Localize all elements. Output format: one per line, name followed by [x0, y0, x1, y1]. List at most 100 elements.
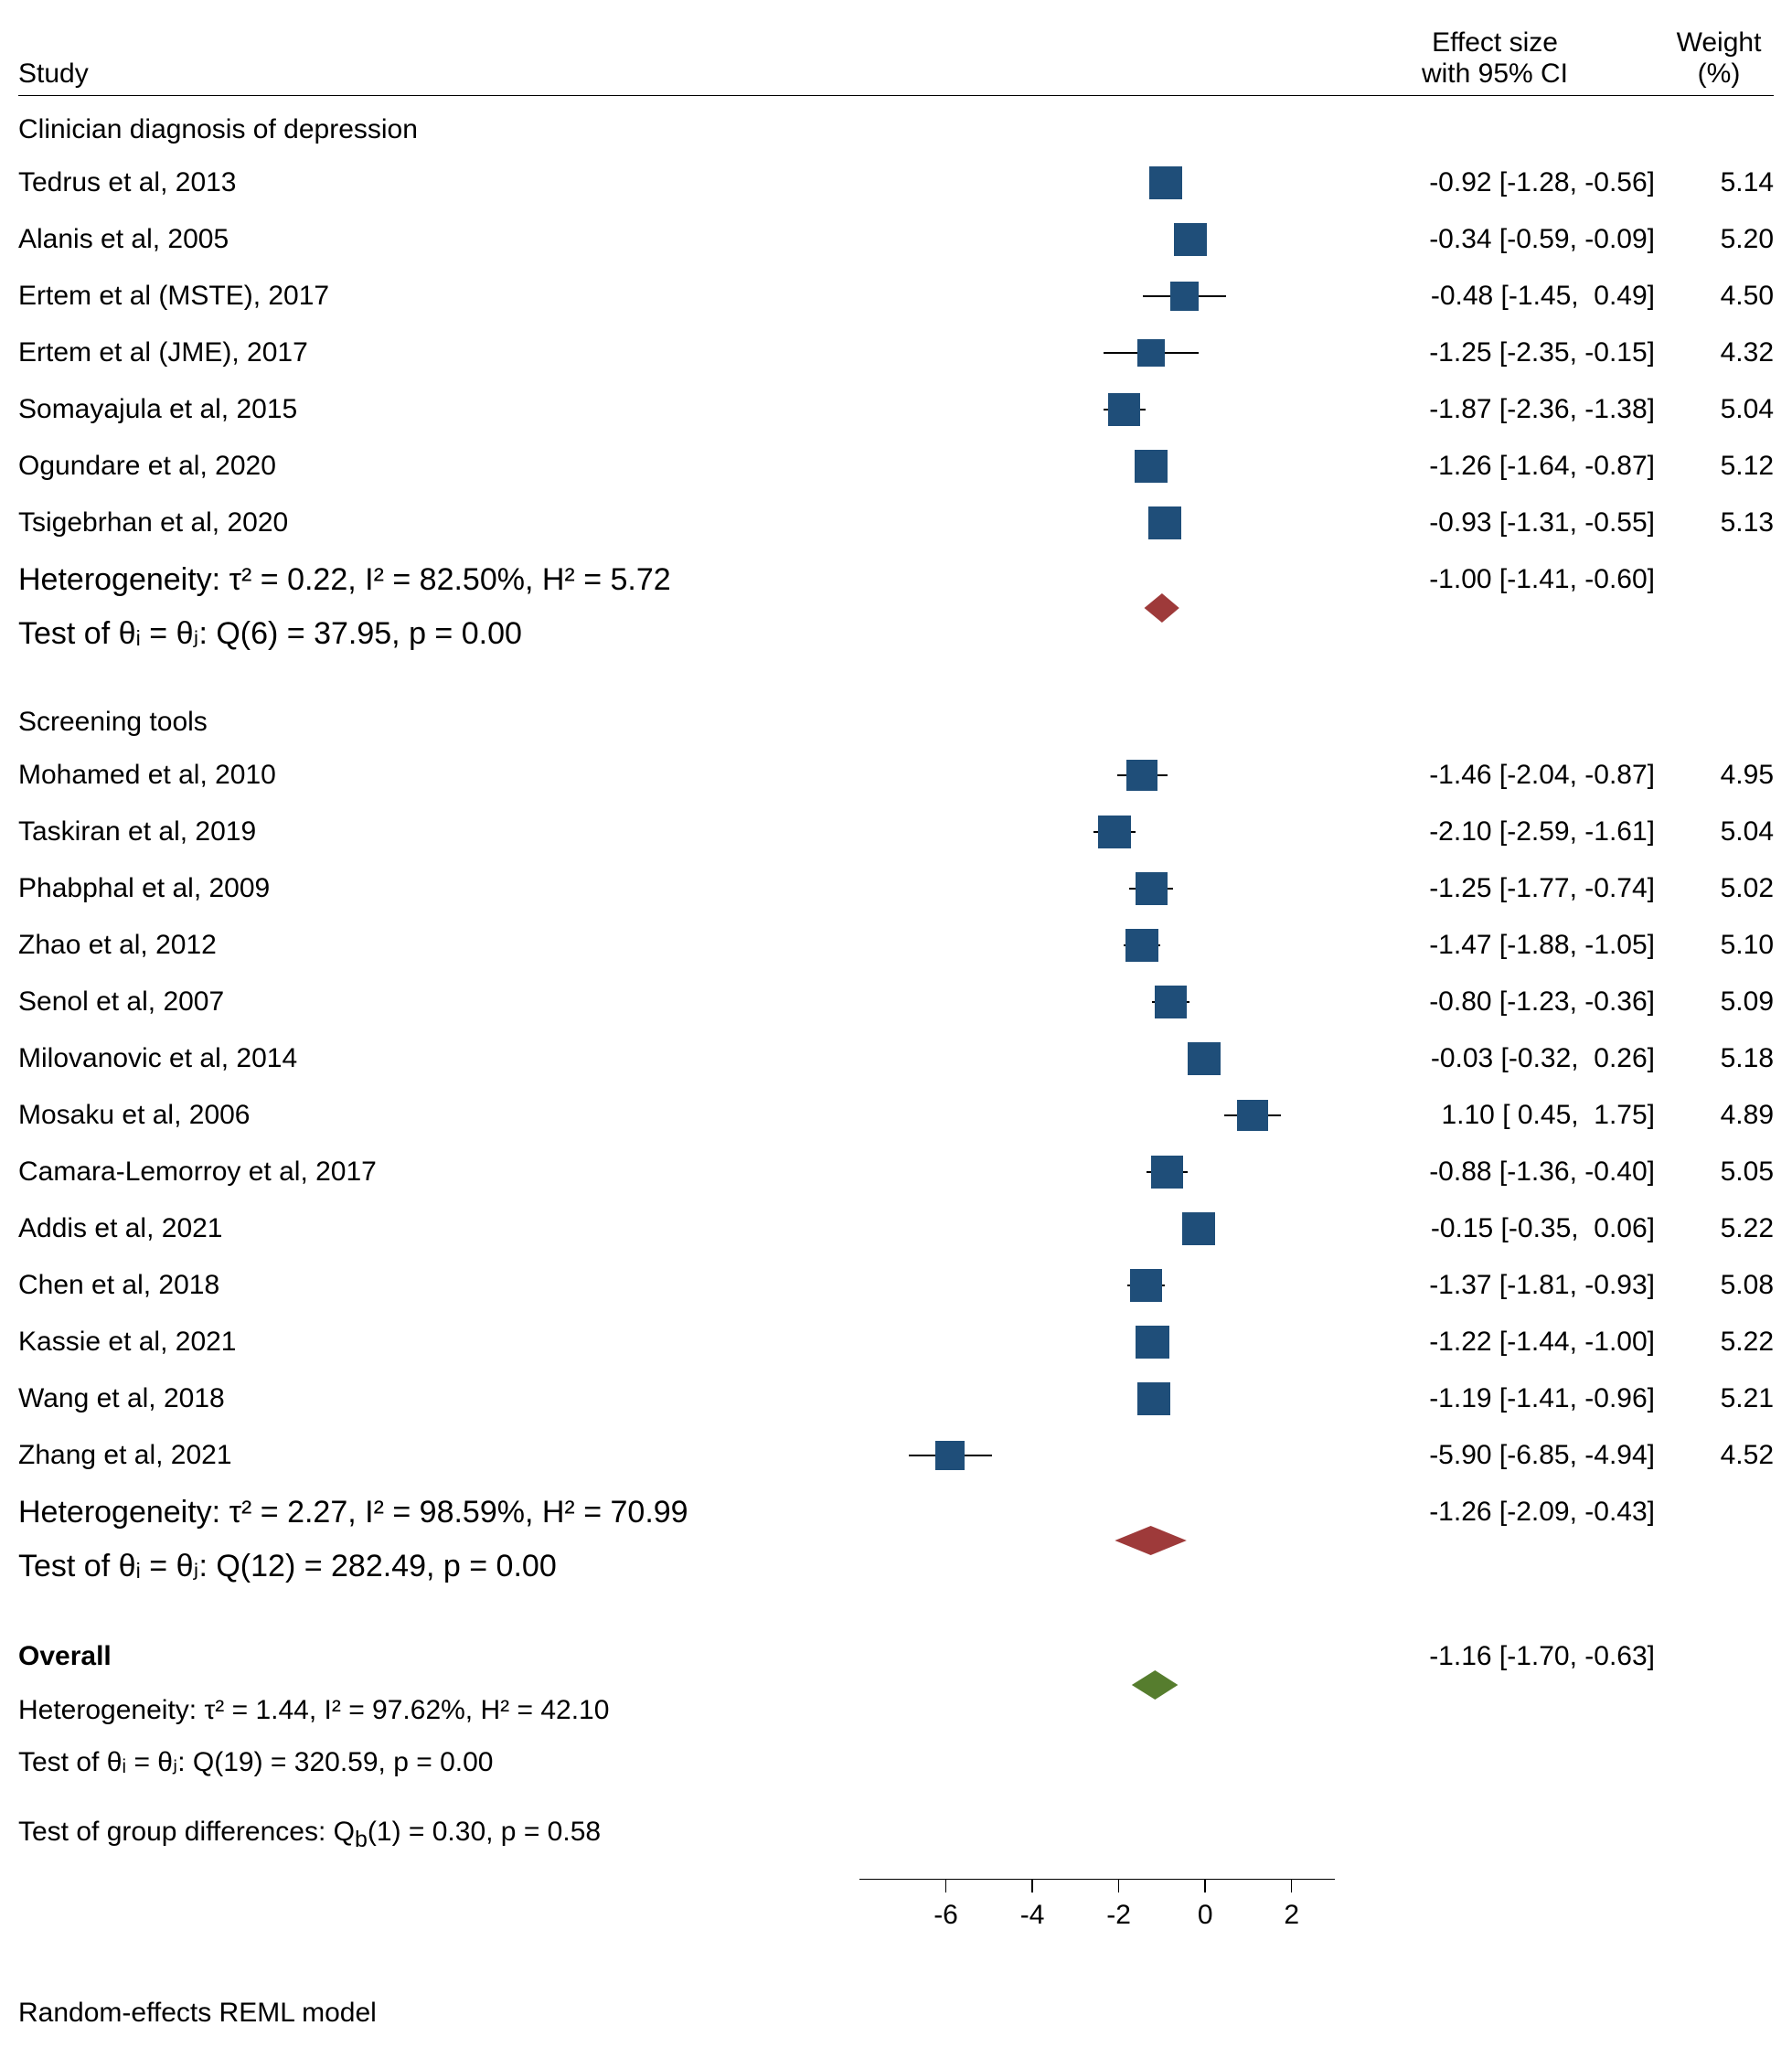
- effect-square: [1237, 1100, 1268, 1131]
- diamond: [1145, 593, 1179, 623]
- effect-text: -2.10 [-2.59, -1.61]: [1335, 816, 1664, 848]
- effect-square: [1130, 1269, 1163, 1302]
- overall-label: Overall: [18, 1641, 859, 1672]
- study-label: Ogundare et al, 2020: [18, 451, 859, 482]
- study-row: Ogundare et al, 2020 -1.26 [-1.64, -0.87]…: [18, 438, 1774, 495]
- tick-label: 2: [1284, 1900, 1299, 1931]
- header-effect: Effect size with 95% CI: [1335, 27, 1664, 90]
- group-title: Screening tools: [18, 703, 859, 740]
- study-label: Ertem et al (MSTE), 2017: [18, 281, 859, 312]
- forest-plot: Study Effect size with 95% CI Weight (%)…: [0, 0, 1792, 2047]
- diamond: [1132, 1670, 1179, 1700]
- study-label: Addis et al, 2021: [18, 1213, 859, 1244]
- group-diff-row: Test of group differences: Qb(1) = 0.30,…: [18, 1809, 1774, 1860]
- group-diff-text: Test of group differences: Qb(1) = 0.30,…: [18, 1817, 859, 1853]
- header-effect-l2: with 95% CI: [1335, 59, 1655, 90]
- heterogeneity-text: Heterogeneity: τ² = 2.27, I² = 98.59%, H…: [18, 1495, 859, 1530]
- test-text: Test of θᵢ = θⱼ: Q(12) = 282.49, p = 0.0…: [18, 1548, 859, 1584]
- weight-text: 4.89: [1664, 1100, 1774, 1131]
- weight-text: 5.20: [1664, 224, 1774, 255]
- header-row: Study Effect size with 95% CI Weight (%): [18, 27, 1774, 96]
- study-label: Tedrus et al, 2013: [18, 167, 859, 198]
- effect-text: -1.22 [-1.44, -1.00]: [1335, 1327, 1664, 1358]
- tick-line: [1031, 1880, 1033, 1892]
- effect-square: [1182, 1212, 1216, 1246]
- study-row: Wang et al, 2018-1.19 [-1.41, -0.96]5.21: [18, 1370, 1774, 1427]
- weight-text: 5.02: [1664, 873, 1774, 904]
- weight-text: 5.05: [1664, 1157, 1774, 1188]
- study-row: Kassie et al, 2021-1.22 [-1.44, -1.00]5.…: [18, 1314, 1774, 1370]
- tick-line: [1204, 1880, 1206, 1892]
- effect-text: 1.10 [ 0.45, 1.75]: [1335, 1100, 1664, 1131]
- effect-square: [1098, 816, 1130, 848]
- effect-square: [1137, 1382, 1170, 1415]
- effect-square: [1148, 506, 1181, 539]
- effect-text: -1.46 [-2.04, -0.87]: [1335, 760, 1664, 791]
- study-row: Taskiran et al, 2019 -2.10 [-2.59, -1.61]…: [18, 804, 1774, 860]
- study-label: Senol et al, 2007: [18, 986, 859, 1018]
- study-label: Camara-Lemorroy et al, 2017: [18, 1157, 859, 1188]
- tick-label: -2: [1106, 1900, 1131, 1931]
- subtotal-row: Heterogeneity: τ² = 0.22, I² = 82.50%, H…: [18, 551, 1774, 608]
- overall-stat-row: Test of θᵢ = θⱼ: Q(19) = 320.59, p = 0.0…: [18, 1736, 1774, 1787]
- study-row: Milovanovic et al, 2014-0.03 [-0.32, 0.2…: [18, 1030, 1774, 1087]
- subtotal-effect-text: -1.00 [-1.41, -0.60]: [1335, 564, 1664, 595]
- effect-text: -5.90 [-6.85, -4.94]: [1335, 1440, 1664, 1471]
- study-label: Milovanovic et al, 2014: [18, 1043, 859, 1074]
- header-study: Study: [18, 59, 859, 90]
- effect-text: -1.26 [-1.64, -0.87]: [1335, 451, 1664, 482]
- effect-square: [1136, 872, 1168, 904]
- weight-text: 4.95: [1664, 760, 1774, 791]
- subtotal-row: Heterogeneity: τ² = 2.27, I² = 98.59%, H…: [18, 1484, 1774, 1541]
- overall-effect-text: -1.16 [-1.70, -0.63]: [1335, 1641, 1664, 1672]
- study-label: Wang et al, 2018: [18, 1383, 859, 1414]
- x-axis: -6-4-202: [18, 1879, 1774, 1961]
- weight-text: 5.04: [1664, 816, 1774, 848]
- overall-row: Overall -1.16 [-1.70, -0.63]: [18, 1628, 1774, 1685]
- study-label: Alanis et al, 2005: [18, 224, 859, 255]
- effect-text: -1.37 [-1.81, -0.93]: [1335, 1270, 1664, 1301]
- effect-text: -0.48 [-1.45, 0.49]: [1335, 281, 1664, 312]
- study-label: Zhao et al, 2012: [18, 930, 859, 961]
- study-label: Zhang et al, 2021: [18, 1440, 859, 1471]
- effect-square: [1135, 450, 1168, 483]
- study-row: Mosaku et al, 2006 1.10 [ 0.45, 1.75]4.8…: [18, 1087, 1774, 1144]
- effect-text: -1.47 [-1.88, -1.05]: [1335, 930, 1664, 961]
- tick-line: [1118, 1880, 1120, 1892]
- effect-text: -1.25 [-2.35, -0.15]: [1335, 337, 1664, 368]
- study-row: Senol et al, 2007-0.80 [-1.23, -0.36]5.0…: [18, 974, 1774, 1030]
- effect-square: [1137, 339, 1165, 367]
- header-weight-l2: (%): [1664, 59, 1774, 90]
- effect-text: -0.92 [-1.28, -0.56]: [1335, 167, 1664, 198]
- effect-square: [1174, 223, 1207, 256]
- study-row: Somayajula et al, 2015-1.87 [-2.36, -1.3…: [18, 381, 1774, 438]
- effect-square: [1149, 166, 1182, 199]
- weight-text: 5.21: [1664, 1383, 1774, 1414]
- study-label: Taskiran et al, 2019: [18, 816, 859, 848]
- header-weight-l1: Weight: [1664, 27, 1774, 59]
- effect-square: [1170, 282, 1200, 311]
- weight-text: 5.13: [1664, 507, 1774, 538]
- effect-text: -0.34 [-0.59, -0.09]: [1335, 224, 1664, 255]
- study-row: Ertem et al (MSTE), 2017 -0.48 [-1.45, 0.…: [18, 268, 1774, 325]
- study-label: Chen et al, 2018: [18, 1270, 859, 1301]
- tick-label: -6: [933, 1900, 958, 1931]
- study-row: Phabphal et al, 2009-1.25 [-1.77, -0.74]…: [18, 860, 1774, 917]
- body-rows: Clinician diagnosis of depression Tedrus …: [18, 103, 1774, 1879]
- weight-text: 5.22: [1664, 1327, 1774, 1358]
- study-row: Ertem et al (JME), 2017-1.25 [-2.35, -0.…: [18, 325, 1774, 381]
- tick-label: 0: [1198, 1900, 1213, 1931]
- study-row: Chen et al, 2018-1.37 [-1.81, -0.93]5.08: [18, 1257, 1774, 1314]
- effect-square: [1151, 1156, 1183, 1188]
- effect-text: -1.25 [-1.77, -0.74]: [1335, 873, 1664, 904]
- weight-text: 5.12: [1664, 451, 1774, 482]
- weight-text: 5.22: [1664, 1213, 1774, 1244]
- weight-text: 4.52: [1664, 1440, 1774, 1471]
- effect-text: -0.88 [-1.36, -0.40]: [1335, 1157, 1664, 1188]
- study-label: Mosaku et al, 2006: [18, 1100, 859, 1131]
- weight-text: 4.50: [1664, 281, 1774, 312]
- study-label: Tsigebrhan et al, 2020: [18, 507, 859, 538]
- study-label: Somayajula et al, 2015: [18, 394, 859, 425]
- header-weight: Weight (%): [1664, 27, 1774, 90]
- group-title-row: Clinician diagnosis of depression: [18, 103, 1774, 155]
